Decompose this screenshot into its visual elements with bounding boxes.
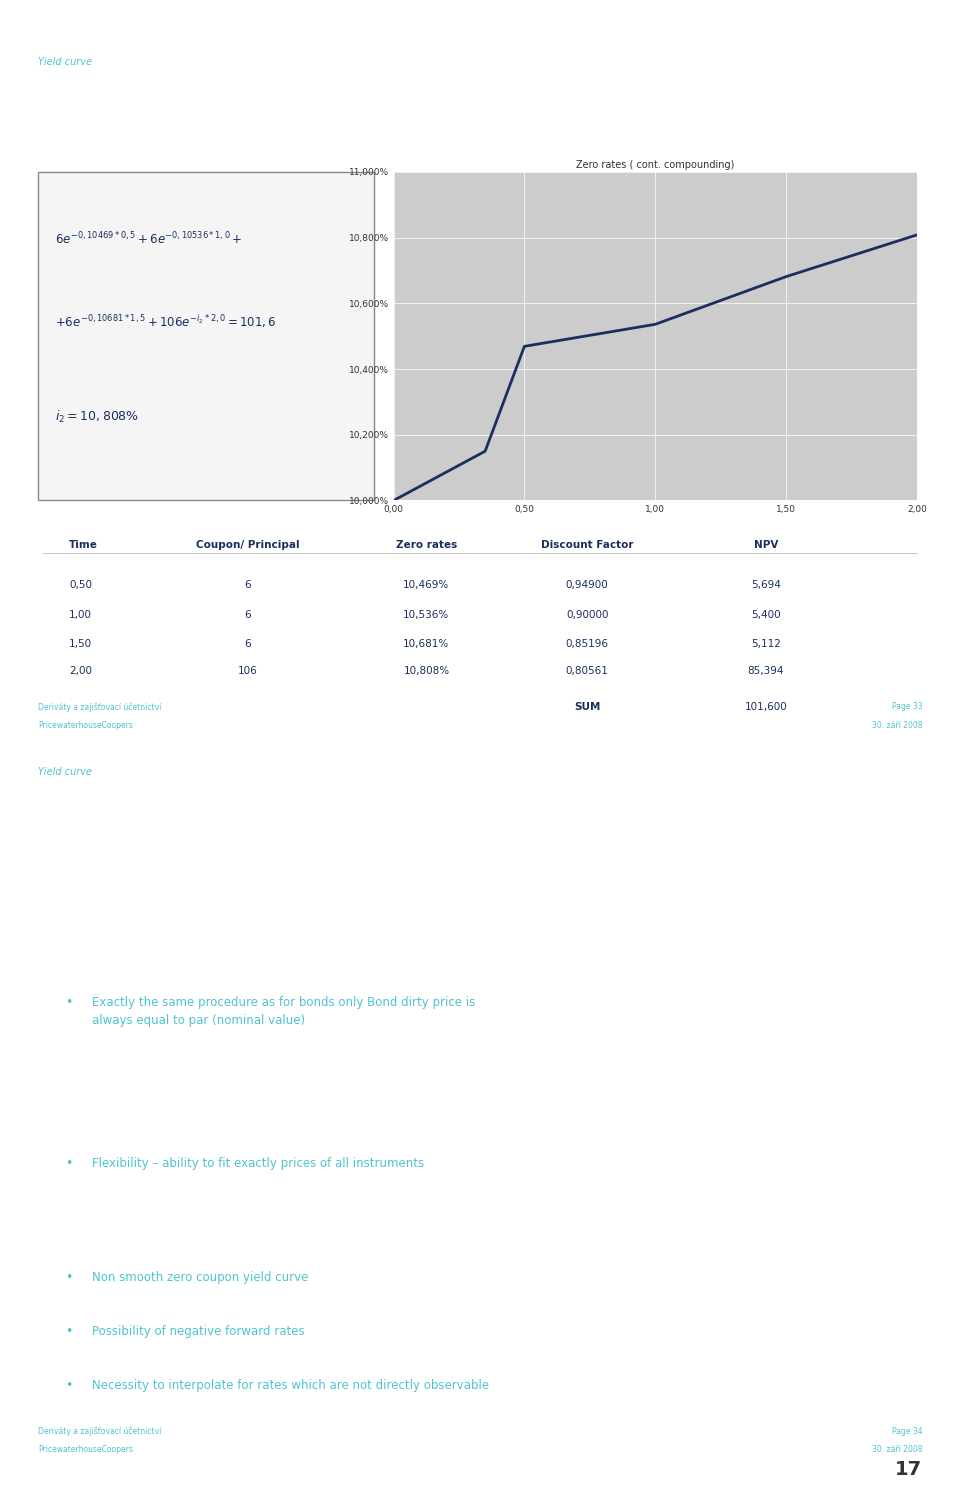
- Text: 10,536%: 10,536%: [403, 610, 449, 620]
- Text: NPV: NPV: [754, 541, 778, 550]
- Text: 30. září 2008: 30. září 2008: [872, 1446, 923, 1455]
- Text: Page 34: Page 34: [892, 1427, 923, 1436]
- Text: Disadvantages: Disadvantages: [47, 1218, 163, 1231]
- Text: Exactly the same procedure as for bonds only Bond dirty price is
always equal to: Exactly the same procedure as for bonds …: [92, 996, 475, 1026]
- Text: Necessity to interpolate for rates which are not directly observable: Necessity to interpolate for rates which…: [92, 1379, 489, 1392]
- Text: Flexibility – ability to fit exactly prices of all instruments: Flexibility – ability to fit exactly pri…: [92, 1156, 424, 1170]
- Text: 0,90000: 0,90000: [565, 610, 609, 620]
- Text: Zero rates: Zero rates: [396, 541, 457, 550]
- FancyBboxPatch shape: [38, 172, 374, 500]
- Text: 1,00: 1,00: [69, 610, 92, 620]
- Text: 30. září 2008: 30. září 2008: [872, 720, 923, 731]
- Text: 0,80561: 0,80561: [565, 666, 609, 675]
- Text: Coupon/ Principal: Coupon/ Principal: [196, 541, 300, 550]
- Text: Yield curve: Yield curve: [37, 768, 92, 777]
- Text: Non smooth zero coupon yield curve: Non smooth zero coupon yield curve: [92, 1271, 308, 1285]
- Text: 5,112: 5,112: [751, 639, 780, 648]
- Text: 2,00: 2,00: [69, 666, 92, 675]
- Text: 10,681%: 10,681%: [403, 639, 449, 648]
- Text: 101,600: 101,600: [744, 702, 787, 711]
- Text: •: •: [65, 1325, 72, 1339]
- Text: 6: 6: [245, 639, 252, 648]
- Text: Piecewise linear model - bootstrapping (continued): Piecewise linear model - bootstrapping (…: [37, 807, 764, 832]
- Text: 106: 106: [238, 666, 257, 675]
- Text: 10,469%: 10,469%: [403, 580, 449, 590]
- Text: $+6e^{-0,10681*1,5}+106e^{-i_2*2,0}=101,6$: $+6e^{-0,10681*1,5}+106e^{-i_2*2,0}=101,…: [56, 314, 276, 330]
- Text: 10,808%: 10,808%: [403, 666, 449, 675]
- Text: Calculation from Swap rates: Calculation from Swap rates: [47, 935, 269, 949]
- Text: 0,94900: 0,94900: [565, 580, 609, 590]
- Text: 1,50: 1,50: [69, 639, 92, 648]
- Text: Page 33: Page 33: [892, 702, 923, 711]
- Text: 6: 6: [245, 580, 252, 590]
- Text: PricewaterhouseCoopers: PricewaterhouseCoopers: [37, 720, 132, 731]
- Text: 17: 17: [895, 1460, 922, 1479]
- Text: Advantages: Advantages: [47, 1103, 139, 1118]
- Text: Piecewise linear model - bootstrapping
(continued): Piecewise linear model - bootstrapping (…: [37, 103, 591, 155]
- Text: •: •: [65, 996, 72, 1008]
- Text: Possibility of negative forward rates: Possibility of negative forward rates: [92, 1325, 304, 1339]
- Text: Deriváty a zajišťovací účetnictví: Deriváty a zajišťovací účetnictví: [37, 1427, 161, 1436]
- Text: •: •: [65, 1271, 72, 1285]
- Text: Time: Time: [69, 541, 98, 550]
- Text: 5,694: 5,694: [751, 580, 780, 590]
- Text: $6e^{-0,10469*0,5}+6e^{-0,10536*1,0}+$: $6e^{-0,10469*0,5}+6e^{-0,10536*1,0}+$: [56, 232, 243, 248]
- Text: Yield curve: Yield curve: [37, 57, 92, 67]
- Text: •: •: [65, 1156, 72, 1170]
- Text: PricewaterhouseCoopers: PricewaterhouseCoopers: [37, 1446, 132, 1455]
- Text: 0,50: 0,50: [69, 580, 92, 590]
- Text: •: •: [65, 1379, 72, 1392]
- Text: Discount Factor: Discount Factor: [540, 541, 634, 550]
- Text: 6: 6: [245, 610, 252, 620]
- Text: 0,85196: 0,85196: [565, 639, 609, 648]
- Text: 85,394: 85,394: [748, 666, 784, 675]
- Title: Zero rates ( cont. compounding): Zero rates ( cont. compounding): [576, 160, 734, 170]
- Text: SUM: SUM: [574, 702, 600, 711]
- Text: 5,400: 5,400: [751, 610, 780, 620]
- Text: $i_2=10,808\%$: $i_2=10,808\%$: [56, 408, 139, 424]
- Text: Deriváty a zajišťovací účetnictví: Deriváty a zajišťovací účetnictví: [37, 702, 161, 711]
